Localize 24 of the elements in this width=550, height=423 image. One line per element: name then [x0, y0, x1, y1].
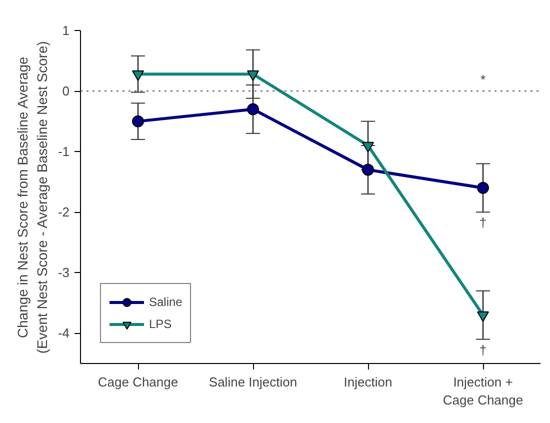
annotation: † [479, 342, 487, 358]
y-tick-label: -1 [58, 144, 70, 160]
point [362, 142, 374, 152]
legend-label: LPS [149, 317, 172, 331]
y-tick-label: 1 [62, 23, 70, 38]
x-tick-label: Cage Change [98, 374, 178, 390]
x-tick-label: Injection [344, 374, 392, 390]
y-tick-label: -3 [58, 265, 70, 280]
y-tick-label: -2 [58, 204, 70, 220]
annotation: * [480, 72, 486, 88]
point [477, 182, 489, 194]
point [132, 115, 144, 128]
point [132, 70, 144, 81]
point [247, 70, 259, 81]
annotation: † [479, 215, 487, 230]
point [477, 311, 489, 322]
legend-label: Saline [149, 295, 182, 309]
x-tick-label: Injection + Cage Change [442, 374, 524, 408]
point [362, 164, 374, 176]
y-tick-label: 0 [62, 84, 70, 99]
y-tick-label: -4 [58, 326, 70, 341]
x-tick-label: Saline Injection [208, 374, 298, 390]
y-axis-title: Change in Nest Score from Baseline Average (Event Nest Score - Average Baseline Nest Score) [14, 41, 50, 354]
point [247, 103, 259, 116]
